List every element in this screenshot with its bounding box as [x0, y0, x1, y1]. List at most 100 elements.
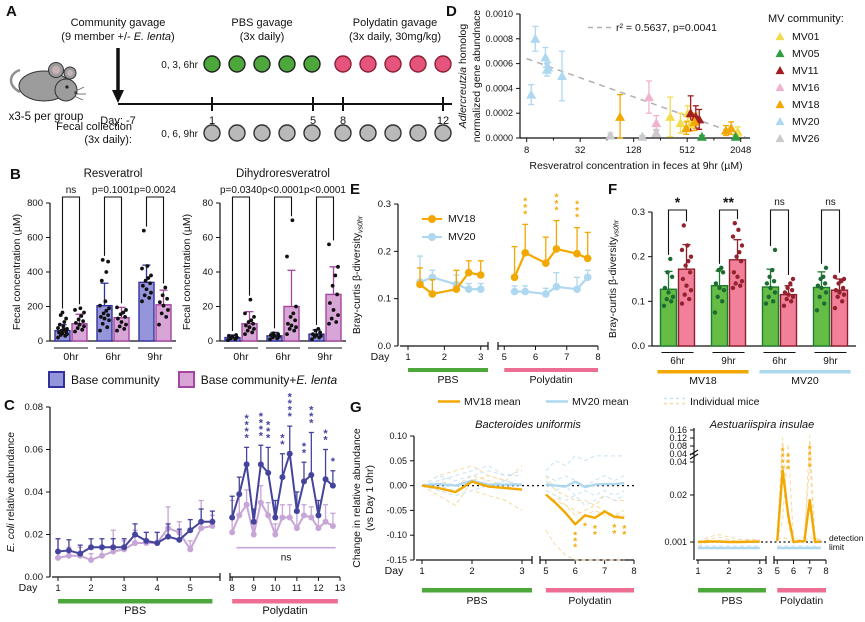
series-line-MV18 mean — [545, 493, 625, 526]
y-tick-label: 0.02 — [669, 490, 687, 500]
triangle-marker — [543, 62, 554, 72]
y-tick-label: 0.0010 — [485, 9, 513, 19]
y-axis-label: normalized gene abundnace — [471, 10, 483, 143]
data-dot — [285, 254, 289, 259]
data-point — [243, 501, 250, 508]
x-group-label: 6hr — [772, 356, 787, 367]
data-dot — [686, 258, 691, 264]
significance-asterisk: * — [523, 196, 527, 207]
triangle-marker — [696, 131, 707, 141]
data-point — [573, 285, 581, 293]
data-dot — [99, 314, 103, 319]
x-tick-label: 5 — [502, 352, 507, 363]
data-dot — [840, 299, 845, 304]
legend-swatch-elenta — [177, 371, 195, 388]
data-point — [98, 552, 105, 559]
data-dot — [268, 337, 272, 342]
data-point — [293, 508, 300, 515]
panel-letter-b: B — [10, 166, 21, 183]
y-axis-label: Bray-curtis β-diversityvs0hr — [351, 215, 365, 334]
significance-asterisk: * — [331, 456, 336, 468]
data-dot — [687, 270, 693, 275]
mouse-head — [54, 78, 78, 102]
significance-asterisk: * — [575, 206, 579, 217]
subplot-title: Bacteroides uniformis — [475, 419, 581, 431]
pbs-gavage-label: PBS gavage — [231, 17, 292, 29]
data-dot — [121, 310, 126, 315]
y-tick-label: 400 — [27, 267, 43, 278]
ns-label: ns — [281, 553, 292, 564]
data-dot — [117, 324, 122, 329]
data-dot — [833, 287, 839, 293]
x-tick-label: 13 — [335, 583, 346, 594]
fecal-collection-dot — [334, 124, 352, 142]
data-dot — [56, 326, 60, 330]
significance-asterisk: * — [786, 452, 790, 463]
x-tick-label: 7 — [807, 566, 812, 577]
data-dot — [80, 327, 85, 332]
panel-b-resveratrol-chart: B Resveratrol Fecal concentration (µM) 0 200… — [10, 166, 176, 363]
data-dot — [115, 305, 119, 310]
data-point — [286, 450, 293, 457]
significance-bracket — [820, 209, 841, 273]
x-tick-label: 1 — [405, 352, 410, 363]
individual-mouse-line — [545, 475, 625, 506]
legend-swatch-base-community — [48, 371, 65, 388]
data-dot — [103, 299, 108, 304]
x-tick-label: 3 — [478, 352, 483, 363]
triangle-marker — [775, 134, 785, 143]
data-dot — [336, 313, 340, 318]
data-dot — [230, 334, 235, 339]
data-dot — [327, 242, 331, 247]
y-tick-label: 80 — [202, 198, 213, 209]
data-dot — [244, 323, 248, 328]
legend-title: MV community: — [768, 13, 844, 25]
detection-limit-label: detection — [829, 533, 864, 543]
triangle-marker — [730, 131, 741, 141]
triangle-marker — [530, 33, 541, 43]
data-dot — [735, 274, 740, 279]
data-dot — [823, 290, 829, 295]
significance-label: * — [675, 194, 681, 210]
data-dot — [250, 330, 255, 335]
triangle-marker — [775, 49, 785, 58]
data-dot — [738, 258, 744, 264]
mouse-icon — [9, 62, 86, 102]
significance-label: ns — [66, 185, 77, 196]
y-axis-label: Bray-curtis β-diversityvs0hr — [607, 219, 621, 338]
data-dot — [106, 313, 110, 318]
data-dot — [62, 320, 67, 324]
data-point — [55, 554, 61, 561]
data-dot — [781, 303, 787, 308]
data-dot — [104, 308, 109, 313]
significance-asterisk: * — [266, 432, 271, 444]
significance-asterisk: * — [786, 464, 790, 475]
significance-label: p=0.1001 — [92, 185, 134, 196]
data-dot — [731, 270, 737, 275]
x-tick-label: 8 — [823, 566, 828, 577]
x-tick-label: 2 — [442, 352, 447, 363]
significance-bracket — [61, 196, 81, 309]
data-dot — [841, 292, 847, 297]
y-tick-label: 0.2 — [378, 246, 391, 257]
y-tick-label: 0.04 — [669, 449, 687, 459]
data-dot — [730, 285, 736, 291]
triangle-marker — [726, 123, 737, 133]
significance-asterisk: * — [622, 524, 626, 535]
y-tick-label: 20 — [202, 302, 213, 313]
series-line-MV20 mean — [545, 480, 625, 489]
panel-g-abundance-line-charts: G MV18 mean MV20 mean Individual mice Bacter… — [350, 396, 864, 607]
data-point — [250, 518, 257, 525]
data-dot — [101, 311, 106, 316]
significance-bracket — [145, 196, 165, 284]
y-axis-label: Fecal concentration (µM) — [181, 214, 193, 330]
bar — [779, 293, 798, 347]
data-dot — [140, 266, 144, 271]
data-dot — [310, 337, 314, 342]
significance-asterisk: * — [554, 206, 558, 217]
data-dot — [82, 324, 86, 329]
data-dot — [688, 254, 694, 259]
y-tick-label: 0.2 — [632, 252, 645, 263]
data-dot — [123, 314, 127, 319]
data-dot — [789, 287, 795, 293]
